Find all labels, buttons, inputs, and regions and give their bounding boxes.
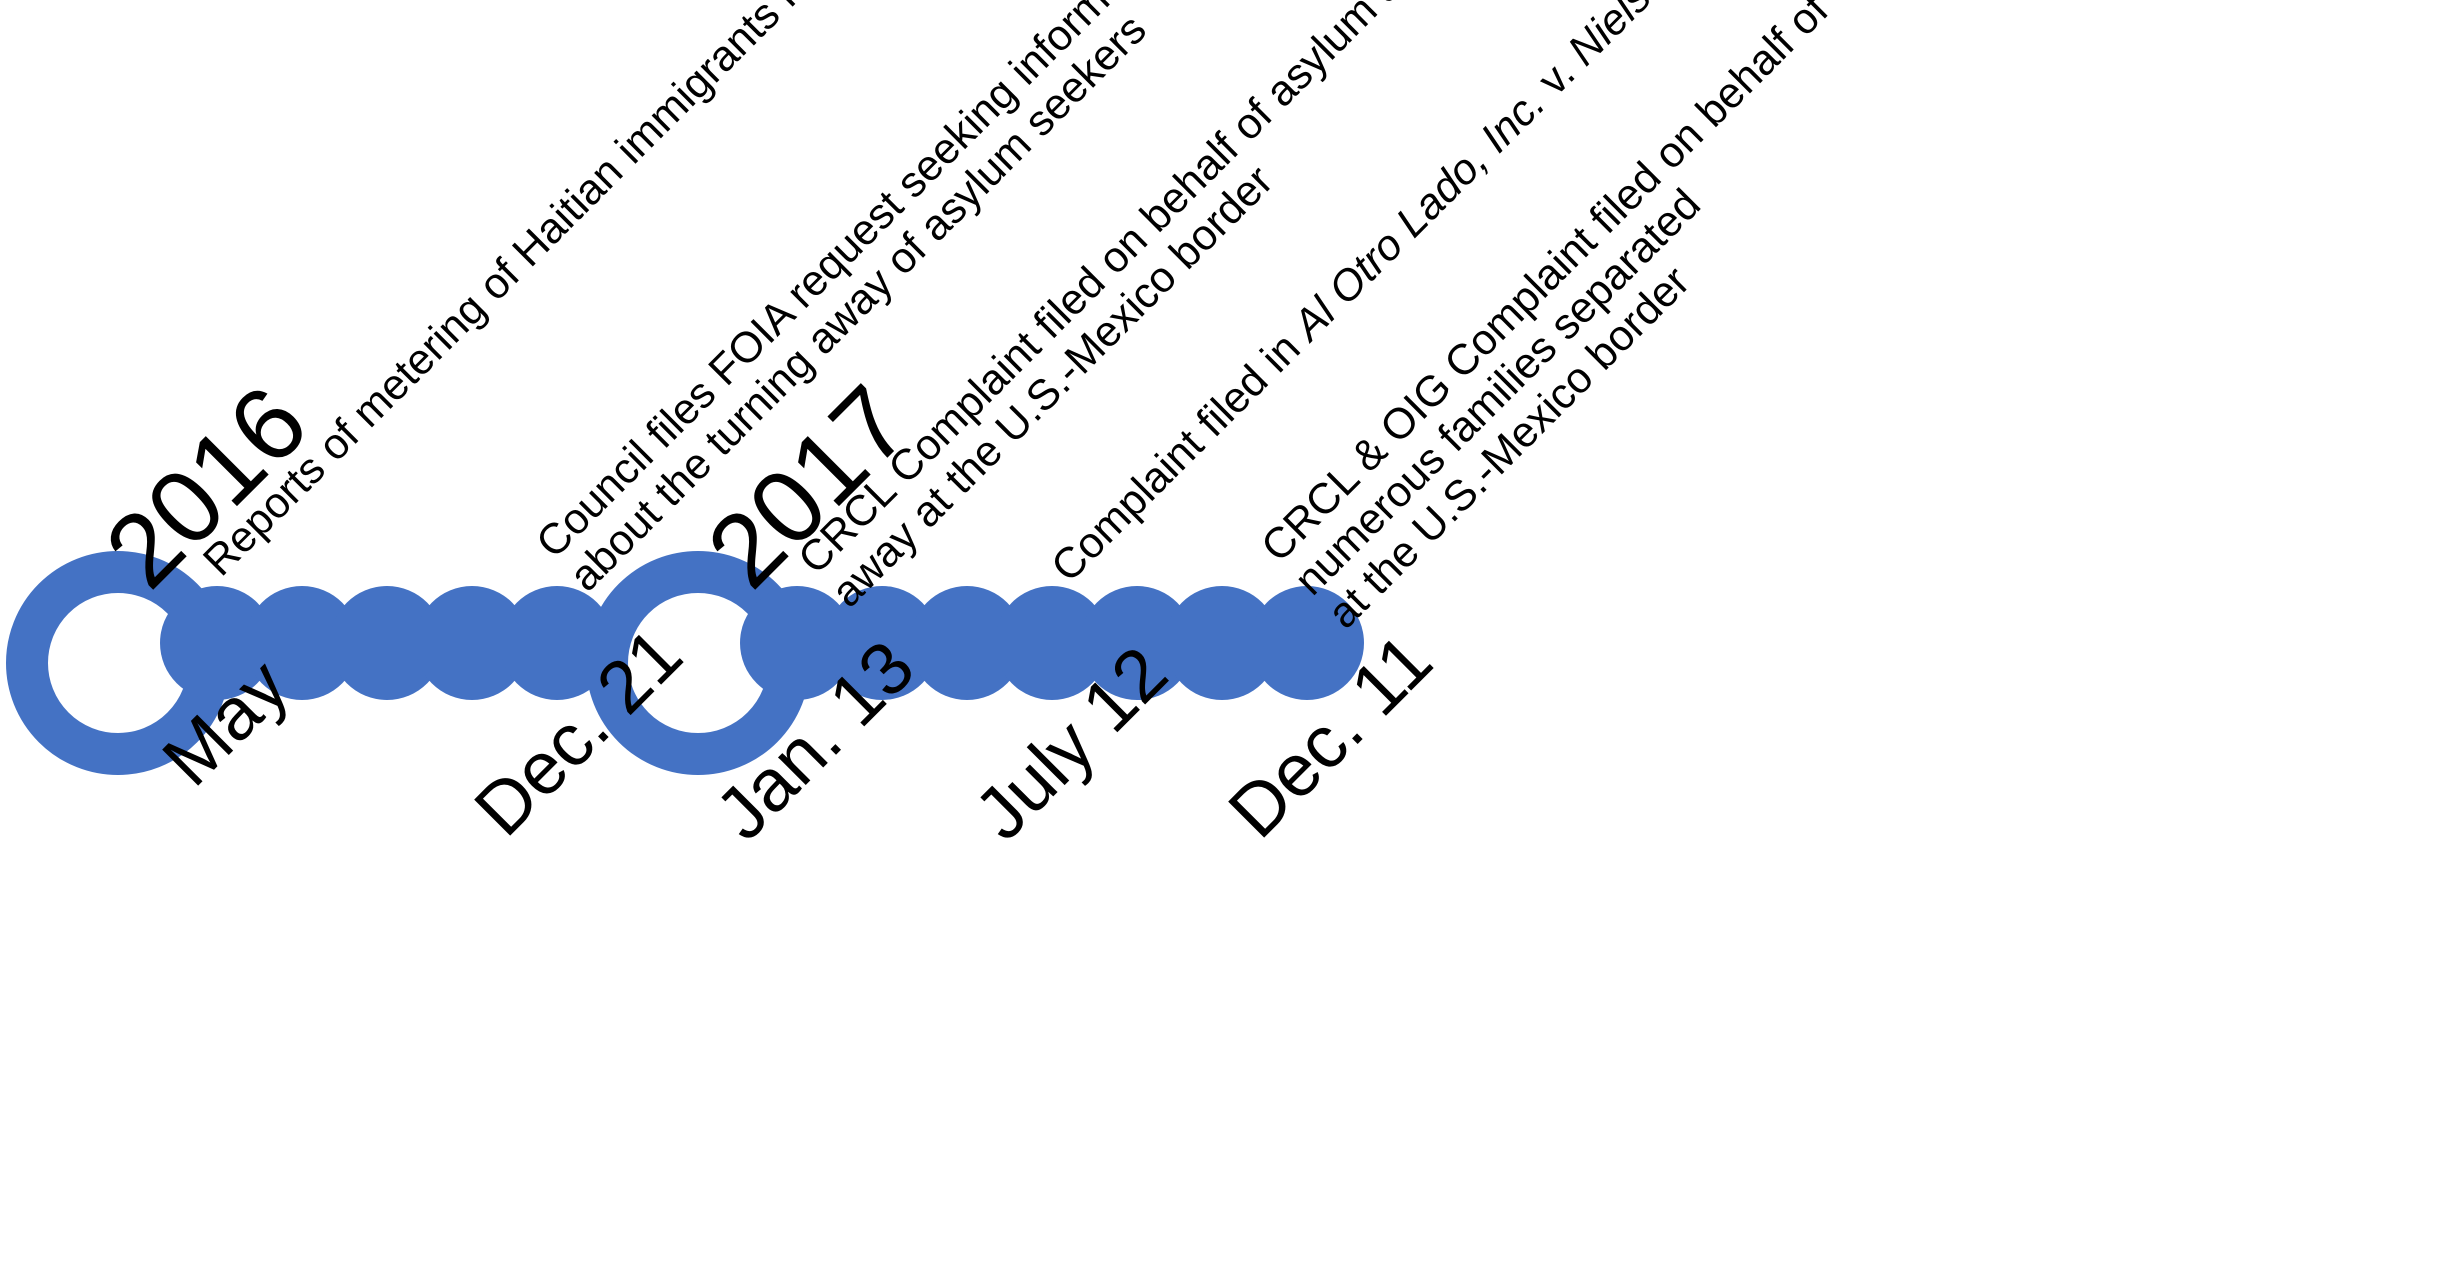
timeline-dot [500, 586, 614, 700]
timeline-dot [1250, 586, 1364, 700]
event-line: numerous families separated [1285, 180, 1710, 605]
event-line: at the U.S.-Mexico border [1318, 257, 1700, 638]
